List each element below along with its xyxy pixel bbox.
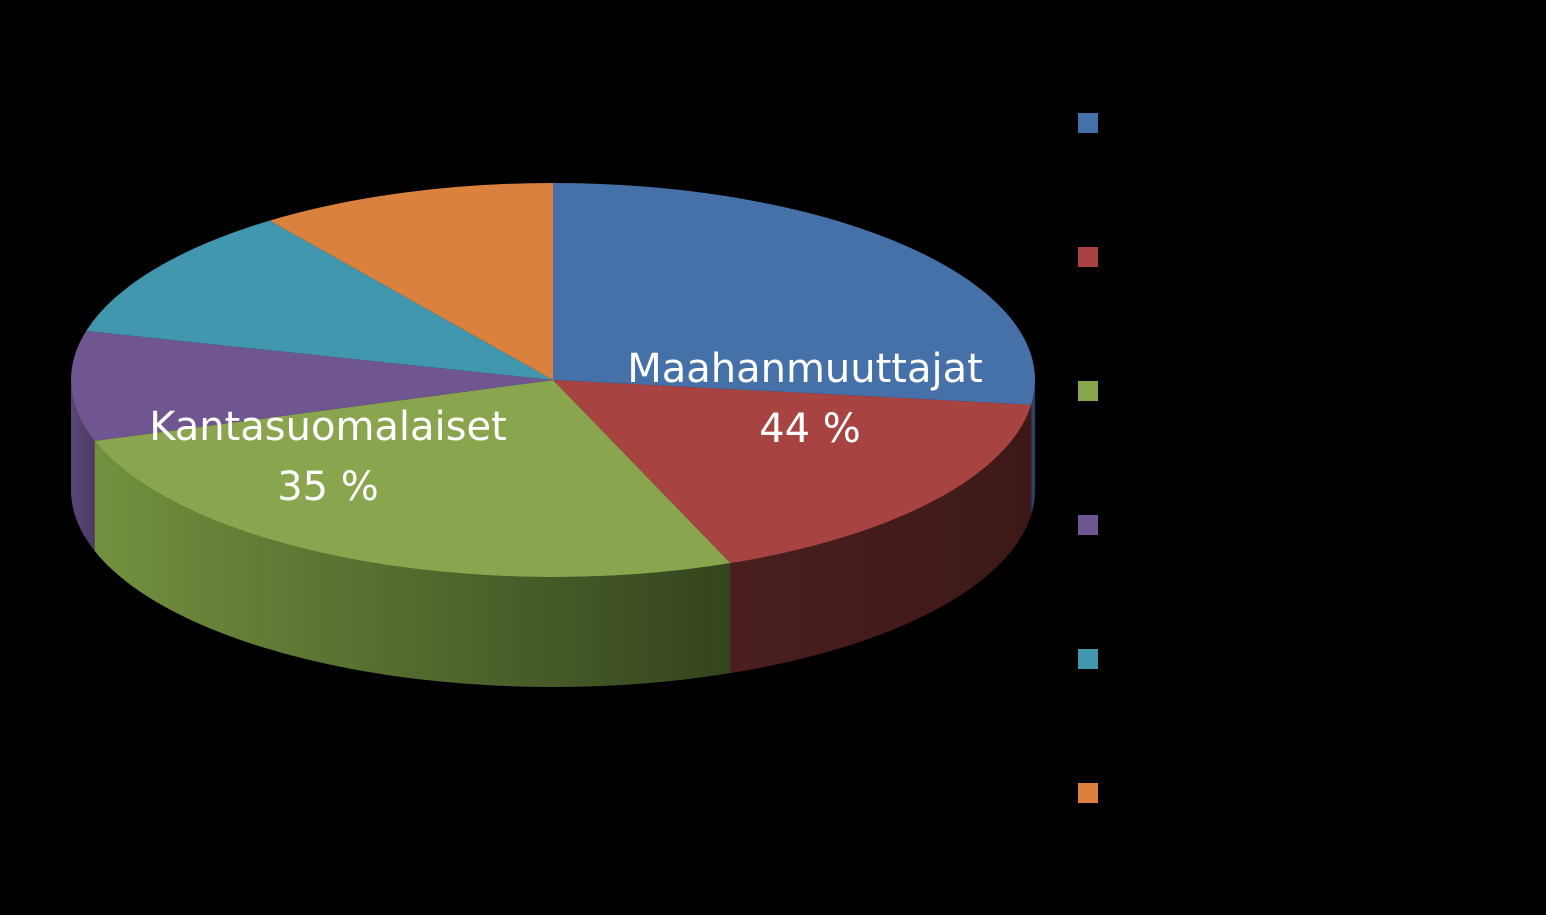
data-labels: Maahanmuuttajat 44 % Kantasuomalaiset 35… [149, 346, 983, 510]
legend [1078, 113, 1098, 803]
group-label-kantasuomalaiset-value: 35 % [277, 464, 379, 510]
group-label-kantasuomalaiset-name: Kantasuomalaiset [149, 404, 507, 450]
legend-swatch-3 [1078, 381, 1098, 401]
group-label-maahanmuuttajat-value: 44 % [759, 406, 861, 452]
slice-3-side [94, 440, 731, 687]
slice-1-side [1031, 380, 1035, 515]
legend-swatch-4 [1078, 515, 1098, 535]
slice-2-side [730, 404, 1032, 674]
pie-slices [71, 183, 1035, 577]
slice-4-side [71, 380, 95, 551]
legend-swatch-6 [1078, 783, 1098, 803]
slice-5 [86, 220, 553, 380]
legend-swatch-1 [1078, 113, 1098, 133]
legend-swatch-2 [1078, 247, 1098, 267]
slice-2 [553, 380, 1032, 564]
legend-swatch-5 [1078, 649, 1098, 669]
slice-6 [269, 183, 553, 380]
slice-1 [553, 183, 1035, 405]
group-label-maahanmuuttajat-name: Maahanmuuttajat [627, 346, 983, 392]
pie-side-walls [71, 380, 1035, 687]
slice-3 [94, 380, 731, 577]
slice-4 [71, 331, 553, 441]
